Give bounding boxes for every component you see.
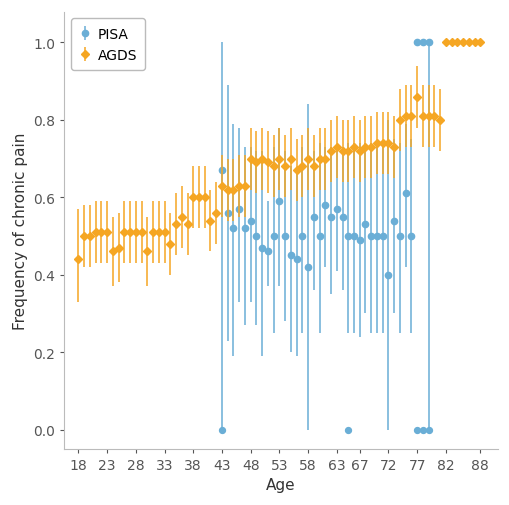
Point — [344, 426, 352, 434]
Point — [412, 426, 420, 434]
X-axis label: Age: Age — [266, 478, 295, 492]
Point — [217, 426, 225, 434]
Y-axis label: Frequency of chronic pain: Frequency of chronic pain — [13, 132, 27, 329]
Legend: PISA, AGDS: PISA, AGDS — [71, 19, 145, 71]
Point — [423, 426, 432, 434]
Point — [418, 426, 426, 434]
